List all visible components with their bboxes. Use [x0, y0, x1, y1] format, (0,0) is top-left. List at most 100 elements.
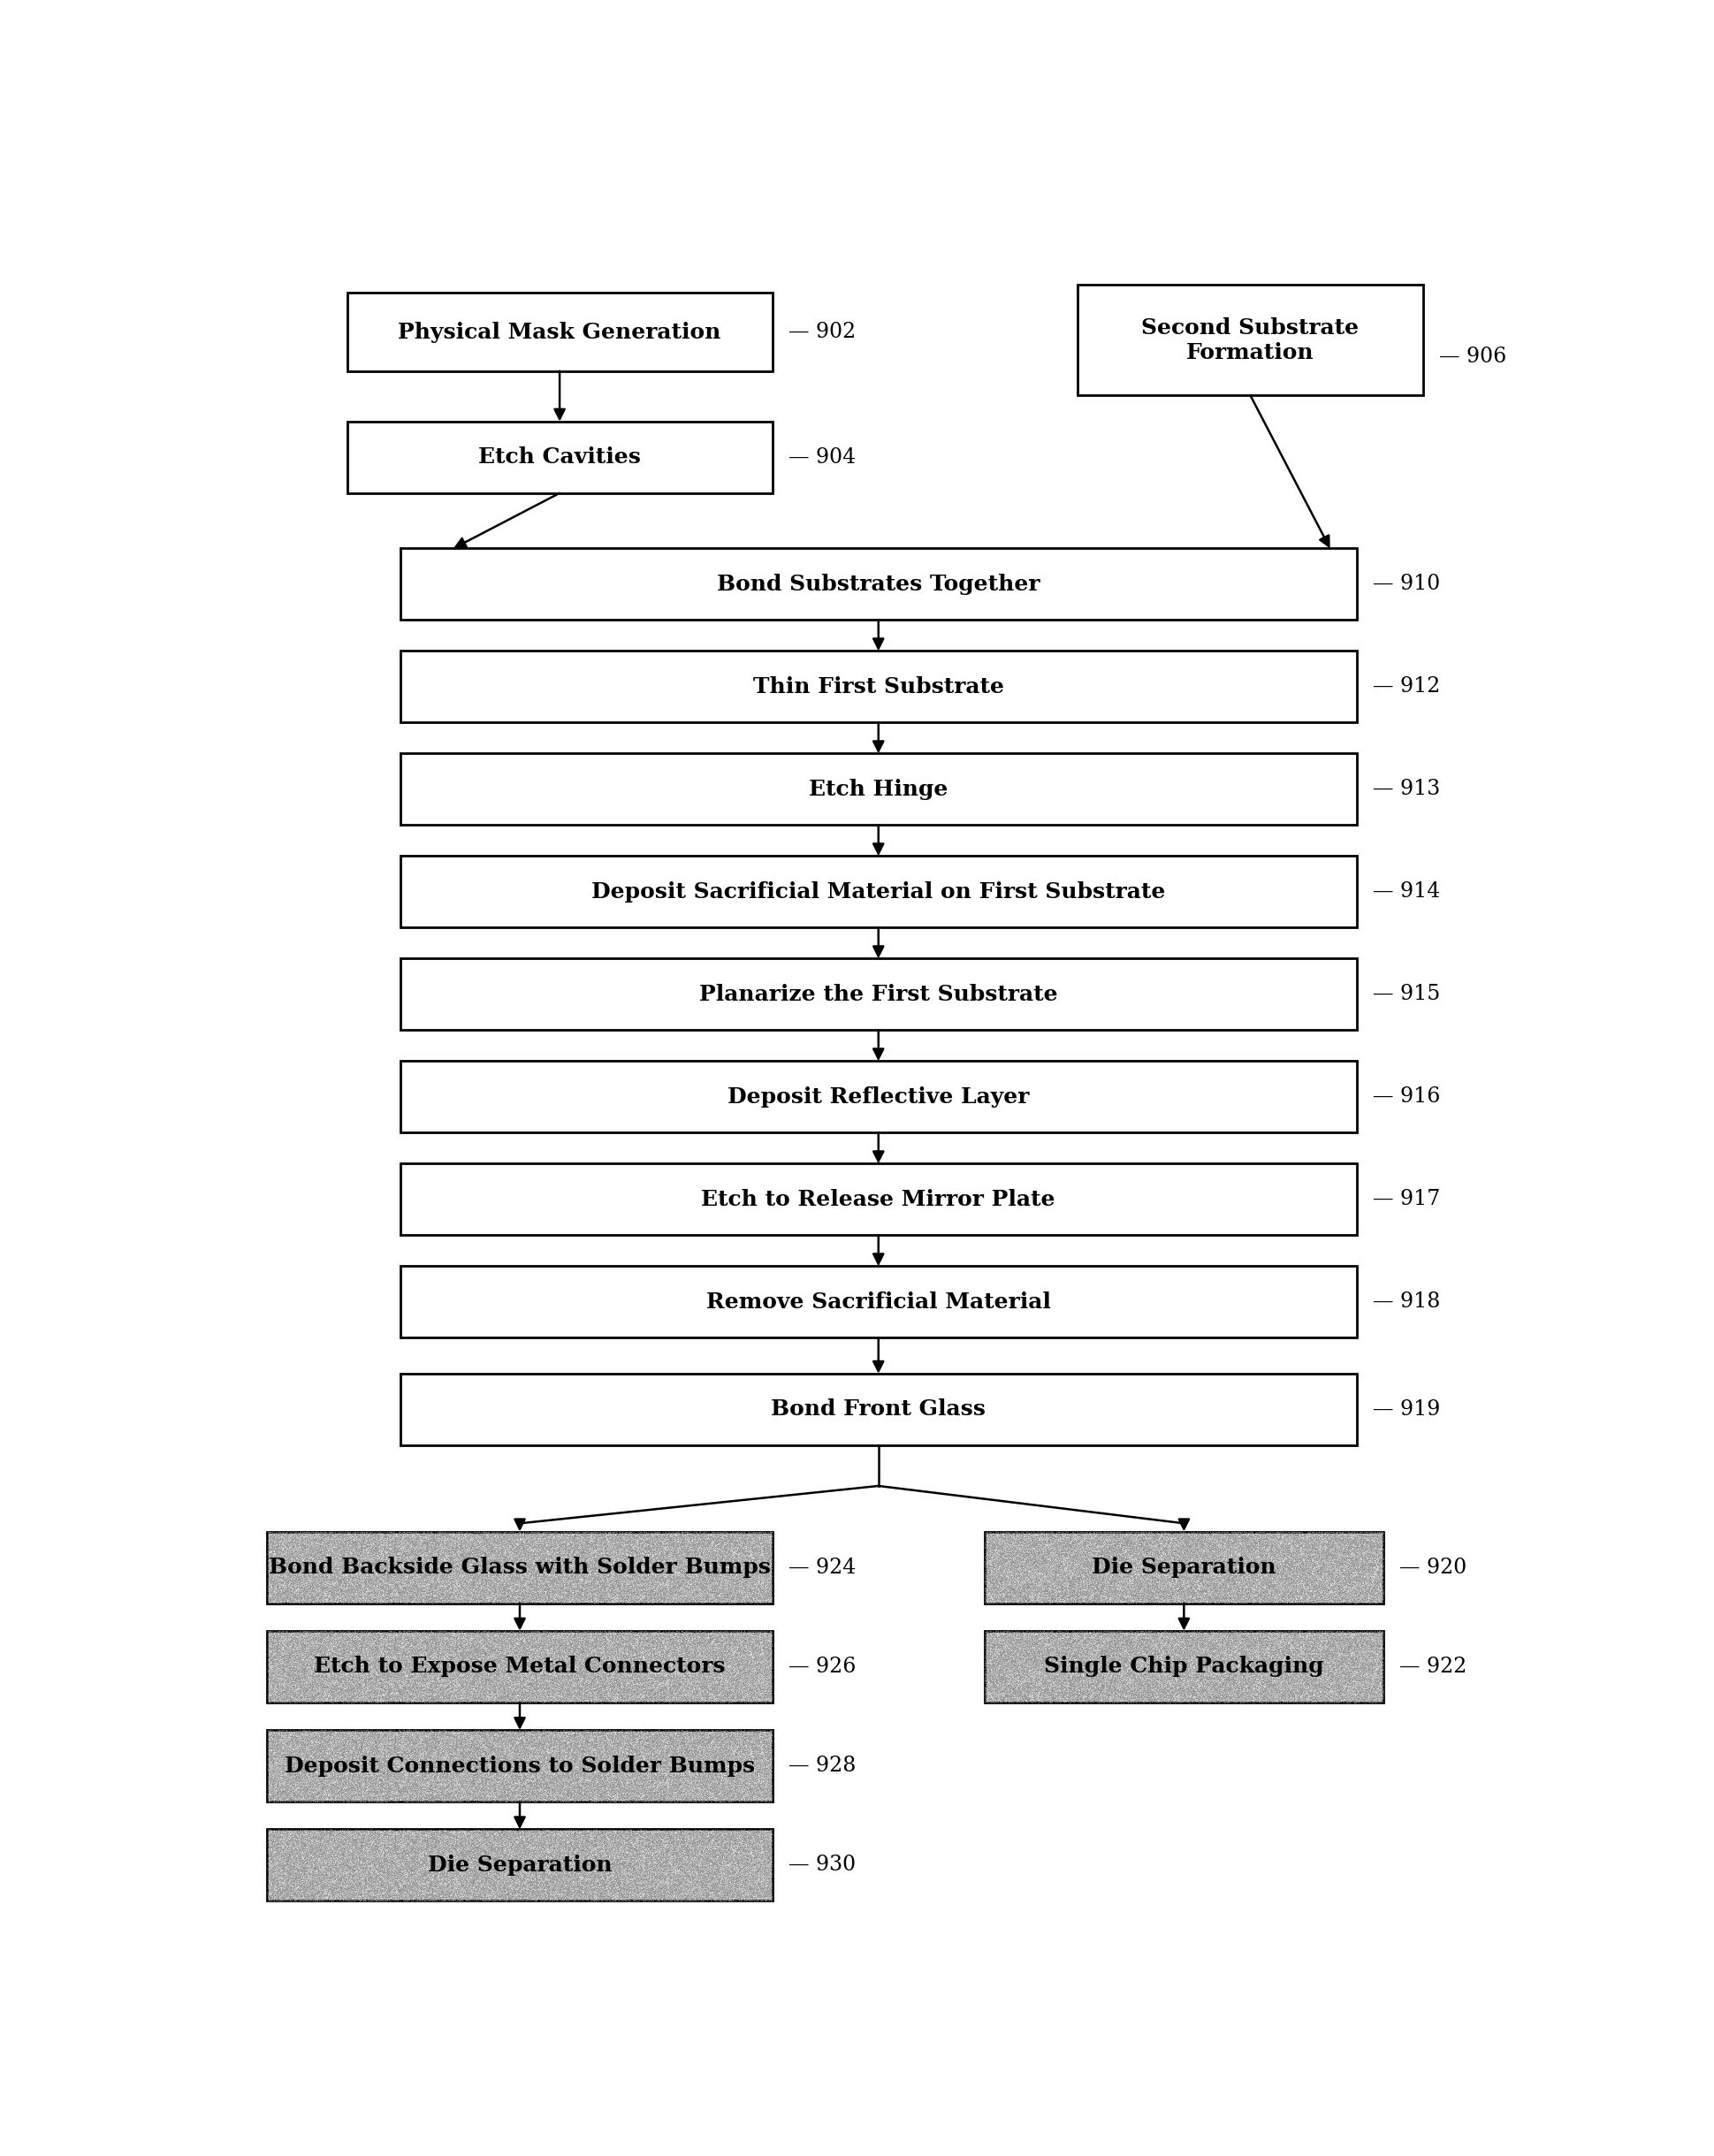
Point — [439, 1645, 466, 1680]
Point — [1166, 1544, 1193, 1578]
Point — [1347, 1524, 1375, 1559]
Point — [291, 1869, 319, 1904]
Point — [1011, 1550, 1039, 1585]
Point — [650, 1846, 677, 1880]
Point — [572, 1660, 600, 1695]
Point — [632, 1882, 660, 1917]
Point — [488, 1818, 516, 1852]
Point — [478, 1757, 506, 1792]
Point — [1056, 1649, 1083, 1684]
Point — [531, 1880, 559, 1915]
Point — [423, 1535, 451, 1570]
Point — [343, 1869, 370, 1904]
Point — [617, 1751, 644, 1785]
Point — [684, 1869, 711, 1904]
Point — [641, 1749, 668, 1783]
Point — [345, 1647, 372, 1682]
Point — [387, 1781, 415, 1815]
Point — [579, 1539, 607, 1574]
Point — [1025, 1522, 1052, 1557]
Point — [355, 1658, 382, 1692]
Point — [620, 1524, 648, 1559]
Point — [708, 1878, 735, 1912]
Point — [1196, 1628, 1224, 1662]
Point — [1032, 1660, 1059, 1695]
Point — [711, 1578, 739, 1613]
Point — [723, 1774, 751, 1809]
Point — [746, 1856, 773, 1891]
Point — [987, 1576, 1015, 1611]
Point — [509, 1861, 536, 1895]
Point — [670, 1561, 698, 1595]
Point — [358, 1557, 386, 1591]
Point — [447, 1667, 475, 1701]
Point — [626, 1761, 653, 1796]
Point — [600, 1815, 627, 1850]
Point — [1354, 1583, 1381, 1617]
Point — [1181, 1578, 1208, 1613]
Point — [1327, 1574, 1354, 1608]
Point — [571, 1880, 598, 1915]
Point — [588, 1634, 615, 1669]
Point — [715, 1714, 742, 1749]
Point — [1070, 1567, 1097, 1602]
Point — [1186, 1578, 1214, 1613]
Point — [584, 1561, 612, 1595]
Point — [278, 1850, 305, 1884]
Point — [1166, 1641, 1193, 1675]
Point — [264, 1740, 291, 1774]
Point — [620, 1714, 648, 1749]
Point — [727, 1764, 754, 1798]
Point — [567, 1542, 595, 1576]
Point — [1119, 1651, 1147, 1686]
Point — [1188, 1662, 1215, 1697]
Point — [670, 1548, 698, 1583]
Point — [1142, 1516, 1169, 1550]
Point — [746, 1718, 773, 1753]
Point — [497, 1755, 524, 1789]
Point — [692, 1742, 720, 1777]
Point — [1332, 1561, 1359, 1595]
Point — [1277, 1580, 1304, 1615]
Point — [355, 1753, 382, 1787]
Point — [300, 1858, 327, 1893]
Point — [466, 1518, 494, 1552]
Point — [595, 1826, 622, 1861]
Point — [1078, 1636, 1106, 1671]
Point — [977, 1518, 1004, 1552]
Point — [417, 1574, 444, 1608]
Point — [300, 1520, 327, 1554]
Point — [1246, 1675, 1274, 1710]
Point — [267, 1815, 295, 1850]
Point — [386, 1539, 413, 1574]
Point — [266, 1867, 293, 1902]
Point — [600, 1636, 627, 1671]
Point — [1154, 1524, 1181, 1559]
Point — [473, 1682, 500, 1716]
Point — [999, 1585, 1027, 1619]
Point — [458, 1882, 485, 1917]
Point — [660, 1680, 687, 1714]
Point — [521, 1673, 548, 1708]
Point — [386, 1755, 413, 1789]
Point — [516, 1524, 543, 1559]
Point — [355, 1867, 382, 1902]
Point — [341, 1744, 369, 1779]
Point — [684, 1516, 711, 1550]
Point — [536, 1615, 564, 1649]
Point — [309, 1574, 336, 1608]
Point — [514, 1843, 542, 1878]
Point — [559, 1643, 586, 1677]
Point — [540, 1649, 567, 1684]
Point — [334, 1826, 362, 1861]
Point — [413, 1815, 440, 1850]
Point — [1202, 1623, 1229, 1658]
Point — [490, 1671, 518, 1705]
Point — [338, 1736, 365, 1770]
Point — [554, 1818, 581, 1852]
Point — [377, 1664, 405, 1699]
Point — [473, 1837, 500, 1871]
Point — [658, 1634, 686, 1669]
Point — [708, 1583, 735, 1617]
Point — [1154, 1673, 1181, 1708]
